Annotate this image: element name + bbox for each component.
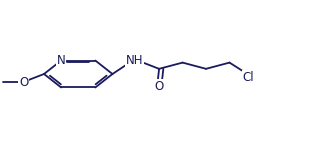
Text: N: N	[57, 54, 66, 67]
Text: NH: NH	[126, 54, 143, 67]
Text: O: O	[154, 80, 163, 93]
Text: O: O	[19, 76, 28, 89]
Text: Cl: Cl	[243, 71, 254, 84]
